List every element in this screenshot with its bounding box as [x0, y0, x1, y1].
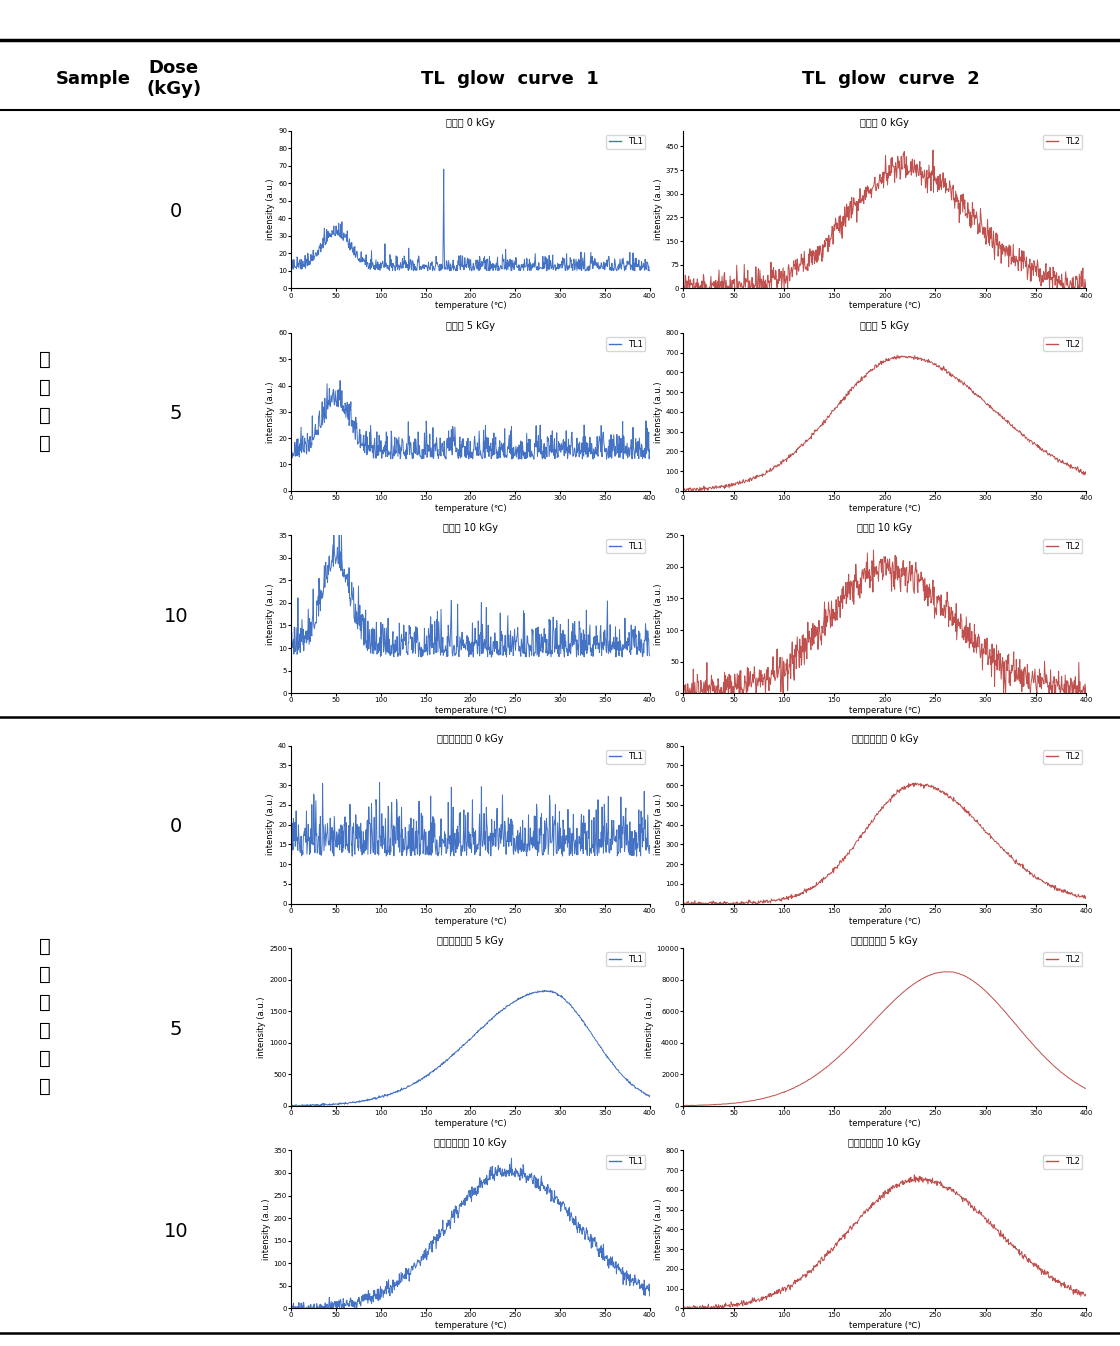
- Text: 10: 10: [164, 607, 188, 626]
- Legend: TL2: TL2: [1043, 952, 1082, 966]
- Text: TL  glow  curve  2: TL glow curve 2: [802, 70, 979, 87]
- Legend: TL2: TL2: [1043, 336, 1082, 351]
- Text: 5: 5: [169, 404, 183, 424]
- X-axis label: temperature (℃): temperature (℃): [435, 302, 506, 311]
- Text: Sample: Sample: [56, 70, 131, 87]
- Text: 10: 10: [164, 1222, 188, 1241]
- X-axis label: temperature (℃): temperature (℃): [435, 1322, 506, 1330]
- Title: 영아품이유식 5 kGy: 영아품이유식 5 kGy: [851, 935, 918, 946]
- Title: 영아품이유식 5 kGy: 영아품이유식 5 kGy: [437, 935, 504, 946]
- X-axis label: temperature (℃): temperature (℃): [849, 302, 921, 311]
- Legend: TL1: TL1: [606, 540, 645, 553]
- Y-axis label: intensity (a.u.): intensity (a.u.): [654, 583, 663, 645]
- Title: 건망고 10 kGy: 건망고 10 kGy: [442, 524, 498, 533]
- Y-axis label: intensity (a.u.): intensity (a.u.): [654, 1198, 663, 1260]
- Text: 건
조
망
고: 건 조 망 고: [39, 350, 50, 454]
- Text: 5: 5: [169, 1019, 183, 1039]
- Y-axis label: intensity (a.u.): intensity (a.u.): [654, 794, 663, 856]
- Y-axis label: intensity (a.u.): intensity (a.u.): [267, 381, 276, 443]
- Text: 0: 0: [170, 817, 181, 836]
- X-axis label: temperature (℃): temperature (℃): [435, 707, 506, 715]
- Y-axis label: intensity (a.u.): intensity (a.u.): [645, 996, 654, 1058]
- Title: 건망고 10 kGy: 건망고 10 kGy: [857, 524, 913, 533]
- Legend: TL1: TL1: [606, 336, 645, 351]
- Y-axis label: intensity (a.u.): intensity (a.u.): [267, 794, 276, 856]
- Legend: TL2: TL2: [1043, 135, 1082, 149]
- X-axis label: temperature (℃): temperature (℃): [435, 503, 506, 513]
- Y-axis label: intensity (a.u.): intensity (a.u.): [267, 583, 276, 645]
- X-axis label: temperature (℃): temperature (℃): [849, 503, 921, 513]
- Legend: TL1: TL1: [606, 135, 645, 149]
- Legend: TL2: TL2: [1043, 1155, 1082, 1168]
- X-axis label: temperature (℃): temperature (℃): [849, 1322, 921, 1330]
- Legend: TL1: TL1: [606, 750, 645, 765]
- Y-axis label: intensity (a.u.): intensity (a.u.): [654, 179, 663, 241]
- Title: 영아품이유식 10 kGy: 영아품이유식 10 kGy: [849, 1139, 921, 1148]
- Y-axis label: intensity (a.u.): intensity (a.u.): [262, 1198, 271, 1260]
- Y-axis label: intensity (a.u.): intensity (a.u.): [258, 996, 267, 1058]
- Legend: TL2: TL2: [1043, 750, 1082, 765]
- Title: 건망고 5 kGy: 건망고 5 kGy: [860, 320, 909, 331]
- Title: 영아품이유식 0 kGy: 영아품이유식 0 kGy: [437, 734, 504, 743]
- X-axis label: temperature (℃): temperature (℃): [435, 1119, 506, 1128]
- Title: 건망고 0 kGy: 건망고 0 kGy: [860, 118, 909, 128]
- Legend: TL1: TL1: [606, 952, 645, 966]
- Title: 영아품이유식 10 kGy: 영아품이유식 10 kGy: [435, 1139, 506, 1148]
- Y-axis label: intensity (a.u.): intensity (a.u.): [654, 381, 663, 443]
- X-axis label: temperature (℃): temperature (℃): [849, 1119, 921, 1128]
- Title: 건망고 0 kGy: 건망고 0 kGy: [446, 118, 495, 128]
- Text: 영
아
용
이
유
식: 영 아 용 이 유 식: [39, 937, 50, 1097]
- Title: 건망고 5 kGy: 건망고 5 kGy: [446, 320, 495, 331]
- Text: TL  glow  curve  1: TL glow curve 1: [421, 70, 598, 87]
- Text: Dose
(kGy): Dose (kGy): [146, 59, 202, 98]
- Title: 영아품이유식 0 kGy: 영아품이유식 0 kGy: [851, 734, 918, 743]
- X-axis label: temperature (℃): temperature (℃): [435, 917, 506, 926]
- Legend: TL1: TL1: [606, 1155, 645, 1168]
- X-axis label: temperature (℃): temperature (℃): [849, 917, 921, 926]
- Text: 0: 0: [170, 202, 181, 221]
- Legend: TL2: TL2: [1043, 540, 1082, 553]
- X-axis label: temperature (℃): temperature (℃): [849, 707, 921, 715]
- Y-axis label: intensity (a.u.): intensity (a.u.): [267, 179, 276, 241]
